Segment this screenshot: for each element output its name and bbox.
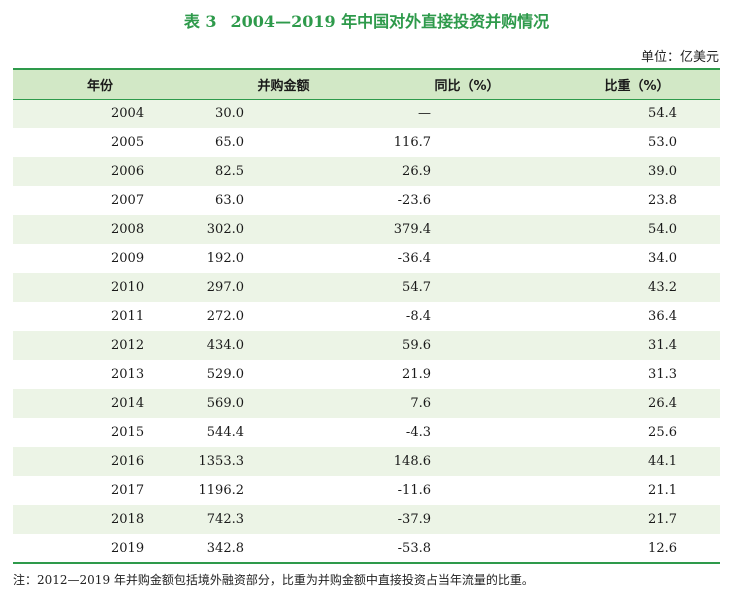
year-cell: 2012 <box>111 338 145 353</box>
amount-cell: 297.0 <box>206 280 244 295</box>
year-cell: 2006 <box>111 164 145 179</box>
amount-cell: 529.0 <box>206 367 244 382</box>
year-cell: 2013 <box>111 367 145 382</box>
amount-cell: 192.0 <box>206 251 244 266</box>
share-cell: 25.6 <box>648 425 677 440</box>
table-row: 2018 742.3 -37.9 21.7 <box>13 505 720 534</box>
year-cell: 2007 <box>111 193 145 208</box>
share-cell: 44.1 <box>648 454 677 469</box>
table-row: 2014 569.0 7.6 26.4 <box>13 389 720 418</box>
yoy-cell: -23.6 <box>397 193 431 208</box>
yoy-cell: 148.6 <box>393 454 431 469</box>
yoy-cell: 7.6 <box>410 396 431 411</box>
year-cell: 2011 <box>111 309 145 324</box>
share-cell: 54.4 <box>648 106 677 122</box>
yoy-cell: — <box>418 106 431 122</box>
table-row: 2010 297.0 54.7 43.2 <box>13 273 720 302</box>
table-row: 2006 82.5 26.9 39.0 <box>13 157 720 186</box>
data-table: 年份 并购金额 同比（%） 比重（%） 2004 30.0 — 54.4 2005 65.… <box>13 68 720 564</box>
header-amount: 并购金额 <box>187 68 380 100</box>
unit-label: 单位：亿美元 <box>640 50 719 65</box>
share-cell: 23.8 <box>648 193 677 208</box>
table-row: 2009 192.0 -36.4 34.0 <box>13 244 720 273</box>
table-row: 2011 272.0 -8.4 36.4 <box>13 302 720 331</box>
amount-cell: 63.0 <box>215 193 244 208</box>
yoy-cell: 21.9 <box>402 367 431 382</box>
yoy-cell: -36.4 <box>397 251 431 266</box>
table-row: 2013 529.0 21.9 31.3 <box>13 360 720 389</box>
amount-cell: 82.5 <box>215 164 244 179</box>
amount-cell: 742.3 <box>206 512 244 527</box>
table-row: 2015 544.4 -4.3 25.6 <box>13 418 720 447</box>
share-cell: 54.0 <box>648 222 677 237</box>
yoy-cell: 116.7 <box>393 135 431 150</box>
table-body: 2004 30.0 — 54.4 2005 65.0 116.7 53.0 2006 82.5 26… <box>13 99 720 564</box>
yoy-cell: 379.4 <box>393 222 431 237</box>
year-cell: 2019 <box>13 534 187 564</box>
year-cell: 2008 <box>111 222 145 237</box>
year-cell: 2014 <box>111 396 145 411</box>
header-share: 比重（%） <box>554 68 720 100</box>
share-cell: 39.0 <box>648 164 677 179</box>
table-row: 2007 63.0 -23.6 23.8 <box>13 186 720 215</box>
amount-cell: 434.0 <box>206 338 244 353</box>
share-cell: 31.3 <box>648 367 677 382</box>
table-row: 2016 1353.3 148.6 44.1 <box>13 447 720 476</box>
table-caption: 2004—2019 年中国对外直接投资并购情况 <box>230 12 550 31</box>
yoy-cell: -53.8 <box>380 534 554 564</box>
header-row: 年份 并购金额 同比（%） 比重（%） <box>13 68 720 100</box>
table-row: 2017 1196.2 -11.6 21.1 <box>13 476 720 505</box>
yoy-cell: 54.7 <box>402 280 431 295</box>
amount-cell: 342.8 <box>187 534 380 564</box>
amount-cell: 302.0 <box>206 222 244 237</box>
year-cell: 2010 <box>111 280 145 295</box>
amount-cell: 272.0 <box>206 309 244 324</box>
table-row: 2019 342.8 -53.8 12.6 <box>13 534 720 564</box>
share-cell: 12.6 <box>554 534 720 564</box>
amount-cell: 30.0 <box>215 106 244 122</box>
year-cell: 2016 <box>111 454 145 469</box>
share-cell: 21.7 <box>648 512 677 527</box>
amount-cell: 65.0 <box>215 135 244 150</box>
table-row: 2012 434.0 59.6 31.4 <box>13 331 720 360</box>
header-year: 年份 <box>13 68 187 100</box>
year-cell: 2009 <box>111 251 145 266</box>
amount-cell: 569.0 <box>206 396 244 411</box>
yoy-cell: -11.6 <box>397 483 431 498</box>
year-cell: 2004 <box>111 106 145 122</box>
yoy-cell: -4.3 <box>405 425 431 440</box>
share-cell: 31.4 <box>648 338 677 353</box>
amount-cell: 1353.3 <box>198 454 245 469</box>
share-cell: 43.2 <box>648 280 677 295</box>
header-yoy: 同比（%） <box>380 68 554 100</box>
table-row: 2008 302.0 379.4 54.0 <box>13 215 720 244</box>
table-label: 表 3 <box>183 12 217 31</box>
amount-cell: 1196.2 <box>198 483 245 498</box>
year-cell: 2005 <box>111 135 145 150</box>
table-title: 表 3 2004—2019 年中国对外直接投资并购情况 <box>0 8 733 32</box>
share-cell: 53.0 <box>648 135 677 150</box>
yoy-cell: -8.4 <box>405 309 431 324</box>
table-row: 2005 65.0 116.7 53.0 <box>13 128 720 157</box>
share-cell: 21.1 <box>648 483 677 498</box>
yoy-cell: 26.9 <box>402 164 431 179</box>
share-cell: 36.4 <box>648 309 677 324</box>
year-cell: 2015 <box>111 425 145 440</box>
share-cell: 26.4 <box>648 396 677 411</box>
year-cell: 2017 <box>111 483 145 498</box>
year-cell: 2018 <box>111 512 145 527</box>
yoy-cell: 59.6 <box>402 338 431 353</box>
footnote: 注：2012—2019 年并购金额包括境外融资部分，比重为并购金额中直接投资占当… <box>13 573 534 587</box>
share-cell: 34.0 <box>648 251 677 266</box>
table-row: 2004 30.0 — 54.4 <box>13 99 720 128</box>
yoy-cell: -37.9 <box>397 512 431 527</box>
amount-cell: 544.4 <box>206 425 244 440</box>
